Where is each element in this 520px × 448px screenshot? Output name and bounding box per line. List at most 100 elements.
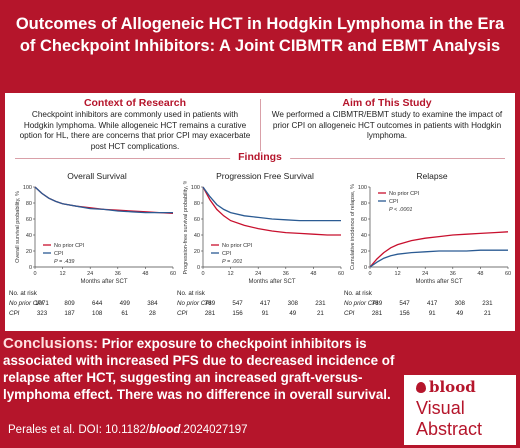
x-tick-label: 48 xyxy=(477,271,483,277)
series-line-no-prior-cpi xyxy=(369,231,509,268)
at-risk-value: 231 xyxy=(315,300,326,307)
blood-logo: blood xyxy=(416,378,476,396)
legend-label: No prior CPI xyxy=(54,243,85,249)
y-tick-label: 100 xyxy=(358,185,367,191)
at-risk-label: No. at risk xyxy=(9,290,37,297)
content-panel: Context of Research Checkpoint inhibitor… xyxy=(5,93,515,331)
series-line-cpi xyxy=(34,186,173,214)
chart-title-os: Overall Survival xyxy=(67,171,127,181)
at-risk-tables: No. at risk No prior CPI 1071 809 644 499 384 C… xyxy=(5,290,515,330)
series-line-no-prior-cpi xyxy=(202,186,341,236)
chart-title-pfs: Progression Free Survival xyxy=(216,171,314,181)
at-risk-label: No. at risk xyxy=(344,290,372,297)
legend-label: No prior CPI xyxy=(389,191,420,197)
at-risk-value: 417 xyxy=(427,300,438,307)
findings-heading: Findings xyxy=(230,151,290,163)
page-title: Outcomes of Allogeneic HCT in Hodgkin Ly… xyxy=(15,15,505,55)
y-tick-label: 100 xyxy=(191,185,200,191)
at-risk-value: 49 xyxy=(289,310,297,317)
at-risk-value: 789 xyxy=(204,300,216,307)
y-tick-label: 40 xyxy=(194,233,200,239)
y-tick-label: 60 xyxy=(194,217,200,223)
badge-line-2: Abstract xyxy=(416,419,483,439)
at-risk-value: 156 xyxy=(232,310,243,317)
visual-abstract-badge: blood Visual Abstract xyxy=(404,375,516,445)
y-tick-label: 0 xyxy=(197,265,200,271)
p-value: P = .439 xyxy=(54,259,74,265)
at-risk-row-name: CPI xyxy=(9,310,20,317)
at-risk-value: 49 xyxy=(456,310,464,317)
at-risk-value: 187 xyxy=(64,310,75,317)
x-tick-label: 36 xyxy=(283,271,289,277)
at-risk-value: 281 xyxy=(204,310,216,317)
x-tick-label: 36 xyxy=(450,271,456,277)
at-risk-value: 809 xyxy=(64,300,75,307)
at-risk-value: 308 xyxy=(287,300,298,307)
at-risk-value: 547 xyxy=(399,300,410,307)
at-risk-value: 61 xyxy=(121,310,129,317)
badge-line-1: Visual xyxy=(416,398,465,418)
at-risk-value: 21 xyxy=(316,310,324,317)
conclusion-text: Prior exposure to checkpoint inhibitors … xyxy=(3,336,395,402)
y-tick-label: 60 xyxy=(26,217,32,223)
x-axis-label: Months after SCT xyxy=(415,279,462,285)
at-risk-value: 547 xyxy=(232,300,243,307)
at-risk-value: 91 xyxy=(261,310,269,317)
at-risk-value: 384 xyxy=(147,300,158,307)
at-risk-value: 231 xyxy=(482,300,493,307)
at-risk-row-name: CPI xyxy=(177,310,188,317)
citation-doi: .2024027197 xyxy=(180,424,248,436)
at-risk-value: 499 xyxy=(119,300,130,307)
at-risk-row-name: No prior CPI xyxy=(9,300,44,307)
x-tick-label: 0 xyxy=(33,271,36,277)
aim-text: We performed a CIBMTR/EBMT study to exam… xyxy=(271,110,503,140)
y-tick-label: 20 xyxy=(26,249,32,255)
x-tick-label: 60 xyxy=(170,271,176,277)
at-risk-value: 789 xyxy=(371,300,383,307)
at-risk-row-name: No prior CPI xyxy=(177,300,212,307)
conclusion-section: Conclusions: Prior exposure to checkpoin… xyxy=(0,333,520,448)
x-tick-label: 0 xyxy=(368,271,371,277)
x-tick-label: 0 xyxy=(201,271,204,277)
at-risk-value: 28 xyxy=(148,310,156,317)
legend-label: CPI xyxy=(389,199,399,205)
p-value: P < .0001 xyxy=(389,207,413,213)
y-tick-label: 80 xyxy=(194,201,200,207)
series-line-cpi xyxy=(369,249,508,268)
x-tick-label: 24 xyxy=(255,271,261,277)
series-line-cpi xyxy=(202,186,341,222)
at-risk-value: 308 xyxy=(454,300,465,307)
findings-divider: Findings xyxy=(15,151,505,165)
at-risk-value: 156 xyxy=(399,310,410,317)
at-risk-value: 91 xyxy=(428,310,436,317)
divider xyxy=(260,99,261,151)
context-heading: Context of Research xyxy=(83,97,187,109)
citation-journal: blood xyxy=(149,424,181,436)
at-risk-value: 323 xyxy=(36,310,48,317)
findings-charts: 0 20 40 60 80 100 0 12 24 36 48 60 Months after SCT O… xyxy=(15,181,511,285)
y-tick-label: 40 xyxy=(26,233,32,239)
x-tick-label: 36 xyxy=(115,271,121,277)
x-tick-label: 24 xyxy=(87,271,93,277)
x-tick-label: 12 xyxy=(395,271,401,277)
y-tick-label: 0 xyxy=(29,265,32,271)
citation-authors: Perales et al. DOI: 10.1182/ xyxy=(8,424,150,436)
aim-heading: Aim of This Study xyxy=(342,97,432,109)
x-tick-label: 60 xyxy=(338,271,344,277)
y-tick-label: 100 xyxy=(23,185,32,191)
y-tick-label: 40 xyxy=(361,233,367,239)
y-tick-label: 60 xyxy=(361,217,367,223)
at-risk-label: No. at risk xyxy=(177,290,205,297)
x-tick-label: 48 xyxy=(142,271,148,277)
y-tick-label: 20 xyxy=(194,249,200,255)
at-risk-value: 644 xyxy=(92,300,103,307)
y-axis-label: Progression-free survival probability, % xyxy=(183,181,189,274)
y-axis-label: Overall survival probability, % xyxy=(15,191,21,263)
chart-title-relapse: Relapse xyxy=(416,171,448,181)
x-axis-label: Months after SCT xyxy=(80,279,127,285)
p-value: P = .001 xyxy=(222,259,242,265)
legend-label: CPI xyxy=(222,251,232,257)
x-tick-label: 12 xyxy=(60,271,66,277)
y-axis-label: Cumulative incidence of relapse, % xyxy=(350,184,356,270)
conclusion-label: Conclusions: xyxy=(3,335,99,352)
